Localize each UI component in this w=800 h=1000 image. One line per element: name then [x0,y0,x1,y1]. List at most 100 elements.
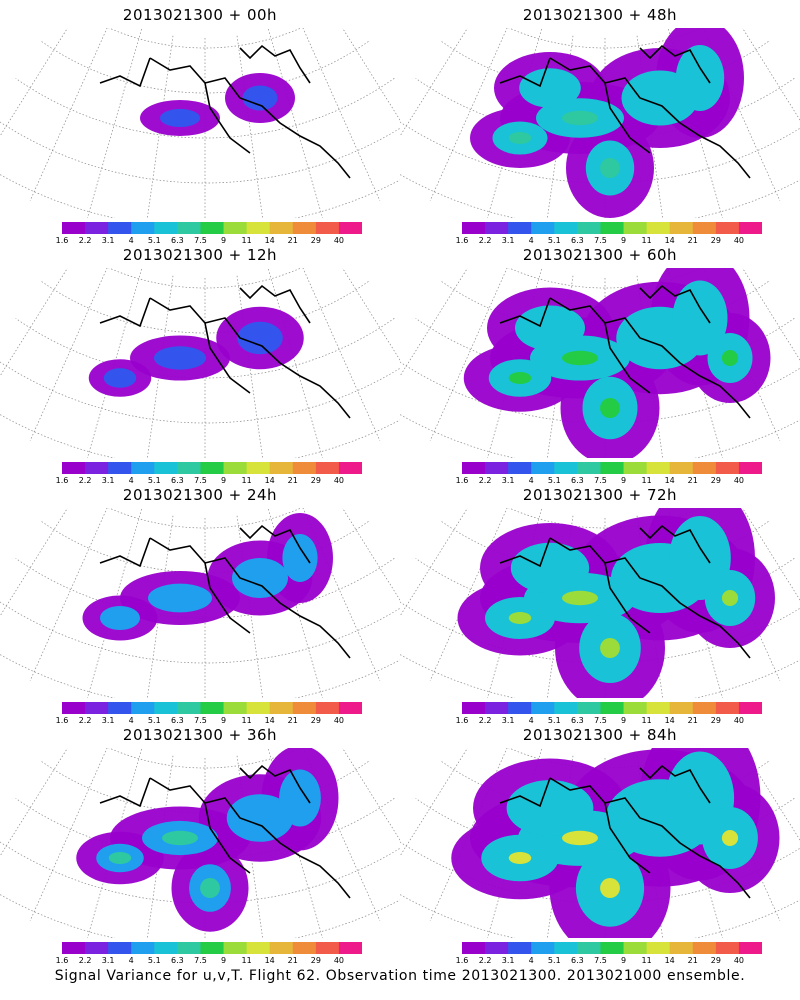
graticule [0,508,400,698]
variance-field [82,513,333,641]
colorbar-tick-label: 5.1 [147,716,161,725]
colorbar-tick-label: 29 [310,716,321,725]
colorbar-swatch [600,702,625,714]
colorbar-tick-label: 9 [620,956,627,965]
colorbar-swatch [177,222,201,234]
colorbar-swatch [462,702,486,714]
variance-field [463,268,771,458]
colorbar-swatch [669,222,694,234]
colorbar-swatch [692,942,717,954]
colorbar-tick-label: 40 [333,956,345,965]
colorbar-tick-label: 11 [241,236,252,245]
colorbar-swatch [269,462,294,474]
graticule [0,28,400,218]
colorbar-swatch [738,702,762,714]
panel-title: 2013021300 + 12h [122,246,278,264]
panel-title: 2013021300 + 48h [522,6,678,24]
colorbar [62,222,362,234]
colorbar-swatch [715,222,740,234]
colorbar-swatch [531,702,555,714]
colorbar-tick-label: 6.3 [571,236,584,245]
colorbar-tick-label: 4 [528,956,534,965]
colorbar-swatch [715,942,740,954]
colorbar-swatch [554,942,578,954]
colorbar-tick-label: 7.5 [194,716,207,725]
colorbar-swatch [108,462,132,474]
colorbar-swatch [738,462,762,474]
variance-field [76,748,339,932]
colorbar-tick-label: 40 [733,956,745,965]
coastline [499,284,751,419]
variance-field [88,306,304,397]
colorbar-swatch [462,942,486,954]
colorbar-tick-label: 6.3 [171,236,184,245]
colorbar-swatch [577,222,601,234]
colorbar-tick-label: 6.3 [171,476,184,485]
colorbar-swatch [269,702,294,714]
colorbar-tick-label: 7.5 [194,236,207,245]
colorbar [62,942,362,954]
colorbar-tick-label: 1.6 [455,476,469,485]
colorbar-tick-label: 40 [733,476,745,485]
colorbar-tick-label: 6.3 [171,716,184,725]
colorbar-swatch [531,462,555,474]
colorbar-swatch [485,462,509,474]
colorbar-swatch [462,222,486,234]
colorbar-tick-label: 1.6 [55,716,69,725]
colorbar-swatch [485,942,509,954]
colorbar-tick-label: 2.2 [478,716,492,725]
colorbar-swatch [600,462,625,474]
colorbar-labels: 1.6 2.2 3.1 4 5.1 6.3 7.5 9 11 14 21 29 40 [56,476,362,488]
colorbar-swatch [62,462,86,474]
colorbar-tick-label: 3.1 [101,716,115,725]
coastline [99,524,351,659]
colorbar-swatch [338,222,362,234]
colorbar-tick-label: 5.1 [547,236,561,245]
colorbar-labels: 1.6 2.2 3.1 4 5.1 6.3 7.5 9 11 14 21 29 40 [456,476,762,488]
map-panel: 2013021300 + 36h 1.6 2.2 3.1 4 5.1 6.3 7.5 9 11 14… [0,720,400,965]
colorbar-swatch [485,222,509,234]
colorbar-swatch [246,702,271,714]
colorbar-swatch [154,222,178,234]
colorbar-swatch [223,462,248,474]
variance-map [400,28,800,218]
colorbar-tick-label: 5.1 [547,716,561,725]
colorbar-swatch [200,702,225,714]
colorbar-tick-label: 11 [241,956,252,965]
colorbar-tick-label: 11 [641,476,652,485]
colorbar-tick-label: 14 [264,236,275,245]
colorbar-tick-label: 21 [687,236,698,245]
variance-map [0,28,400,218]
colorbar-swatch [508,702,532,714]
colorbar [462,462,762,474]
colorbar-tick-label: 29 [710,236,721,245]
colorbar-tick-label: 4 [528,236,534,245]
colorbar-swatch [85,462,109,474]
colorbar-tick-label: 9 [220,476,227,485]
colorbar-tick-label: 21 [287,236,298,245]
colorbar-tick-label: 2.2 [78,716,92,725]
colorbar-tick-label: 29 [310,476,321,485]
colorbar-tick-label: 6.3 [571,956,584,965]
colorbar-tick-label: 2.2 [78,476,92,485]
colorbar-labels: 1.6 2.2 3.1 4 5.1 6.3 7.5 9 11 14 21 29 40 [56,716,362,728]
colorbar-swatch [131,222,155,234]
panel-title: 2013021300 + 24h [122,486,278,504]
colorbar-swatch [623,222,648,234]
map-panel: 2013021300 + 24h 1.6 2.2 3.1 4 5.1 6.3 7.5 9 11 14… [0,480,400,725]
graticule [0,748,400,938]
colorbar-tick-label: 9 [220,956,227,965]
colorbar-swatch [200,462,225,474]
colorbar-swatch [692,702,717,714]
colorbar-swatch [315,462,340,474]
colorbar-tick-label: 21 [287,716,298,725]
colorbar-tick-label: 7.5 [594,716,607,725]
colorbar-tick-label: 5.1 [547,956,561,965]
colorbar-tick-label: 40 [733,236,745,245]
colorbar-tick-label: 29 [710,476,721,485]
colorbar-tick-label: 1.6 [455,956,469,965]
colorbar-tick-label: 14 [664,716,675,725]
colorbar-swatch [577,462,601,474]
colorbar-swatch [85,942,109,954]
colorbar-swatch [223,942,248,954]
